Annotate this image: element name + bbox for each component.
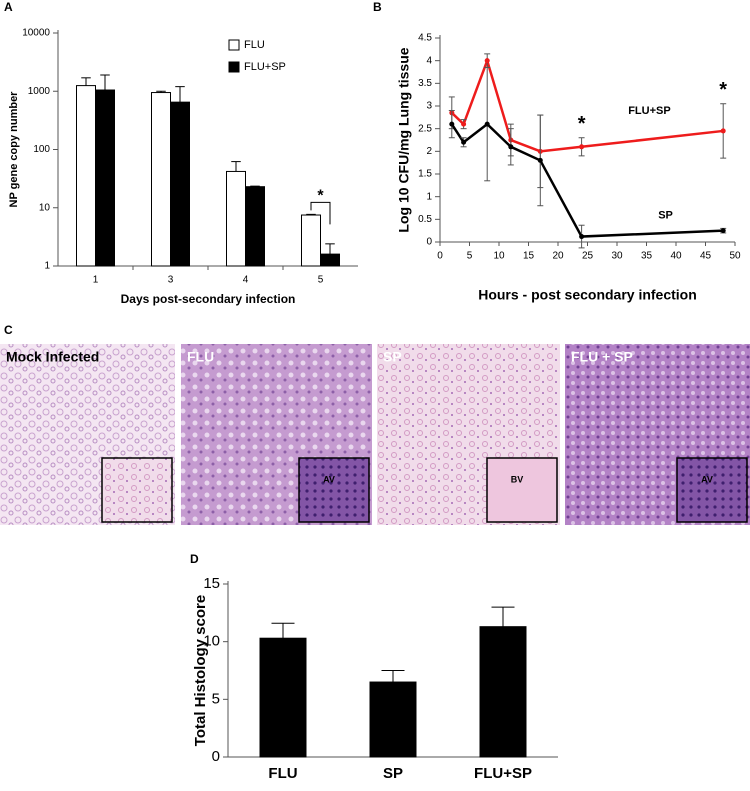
bar [245,186,265,267]
y-tick-label: 4.5 [418,33,432,44]
y-tick-label: 1 [44,261,50,272]
point [484,58,490,64]
y-tick-label: 2.5 [418,123,432,134]
histology-inset [676,457,748,523]
y-axis-label: Total Histology score [192,595,209,746]
x-axis-label: Days post-secondary infection [121,292,296,306]
significance-marker: * [719,79,727,101]
x-tick-label: 3 [168,275,174,286]
series-line [450,56,724,153]
x-tick-label: 50 [729,251,741,262]
point [484,121,490,127]
y-axis-label: NP gene copy number [8,91,20,208]
y-tick-label: 5 [212,690,220,707]
y-tick-label: 3 [426,101,432,112]
inset-label: BV [511,474,524,484]
y-tick-label: 15 [203,575,220,592]
x-tick-label: 30 [611,251,623,262]
significance-marker: * [317,188,324,205]
x-tick-label: FLU+SP [474,765,532,782]
y-tick-label: 10 [39,202,51,213]
bar [151,92,171,267]
point [461,139,467,145]
bar [170,101,190,267]
point [461,121,467,127]
x-tick-label: 5 [318,275,324,286]
series-line [450,122,724,238]
bar [95,89,115,267]
x-tick-label: 5 [467,251,473,262]
bar [259,637,307,758]
significance-bracket [310,201,331,225]
bar [226,170,246,267]
y-tick-label: 10 [203,633,220,650]
y-tick-label: 100 [33,144,50,155]
point [720,128,726,134]
panel-label: D [190,552,199,566]
point [508,144,514,150]
legend-label: FLU [244,39,265,51]
x-tick-label: 45 [700,251,712,262]
x-tick-label: 1 [93,275,99,286]
y-axis-label: Log 10 CFU/mg Lung tissue [396,47,412,232]
y-tick-label: 3.5 [418,78,432,89]
legend-swatch [228,39,240,51]
point [579,144,585,150]
x-tick-label: 20 [552,251,564,262]
y-tick-label: 1 [426,191,432,202]
x-tick-label: SP [383,765,403,782]
x-tick-label: FLU [268,765,297,782]
image-label: SP [383,349,402,365]
x-axis-label: Hours - post secondary infection [478,287,697,303]
point [537,157,543,163]
y-tick-label: 0 [426,237,432,248]
y-tick-label: 1.5 [418,169,432,180]
x-tick-label: 4 [243,275,249,286]
bar [76,85,96,267]
inset-label: AV [701,474,713,484]
inset-label: AV [323,474,335,484]
y-tick-label: 2 [426,146,432,157]
bar [301,214,321,267]
y-tick-label: 0.5 [418,214,432,225]
histology-inset [298,457,370,523]
legend-swatch [228,61,240,73]
y-tick-label: 10000 [22,28,50,39]
bar [369,681,417,758]
panel-label: B [373,0,382,14]
point [720,228,726,234]
image-label: Mock Infected [6,349,99,365]
image-label: FLU [187,349,214,365]
x-tick-label: 15 [523,251,535,262]
legend-label: FLU+SP [244,61,286,73]
significance-marker: * [578,113,586,135]
image-label: FLU + SP [571,349,633,365]
panel-label: C [4,323,13,337]
series-label: SP [658,210,673,222]
bar [479,626,527,758]
panel-label: A [4,0,13,14]
point [449,121,455,127]
histology-inset [486,457,558,523]
x-tick-label: 35 [641,251,653,262]
y-tick-label: 0 [212,748,220,765]
point [579,234,585,240]
bar [320,253,340,267]
histology-inset [101,457,173,523]
x-tick-label: 0 [437,251,443,262]
series-label: FLU+SP [628,105,670,117]
y-tick-label: 1000 [28,86,51,97]
x-tick-label: 40 [670,251,682,262]
x-tick-label: 10 [493,251,505,262]
x-tick-label: 25 [582,251,594,262]
y-tick-label: 4 [426,55,432,66]
